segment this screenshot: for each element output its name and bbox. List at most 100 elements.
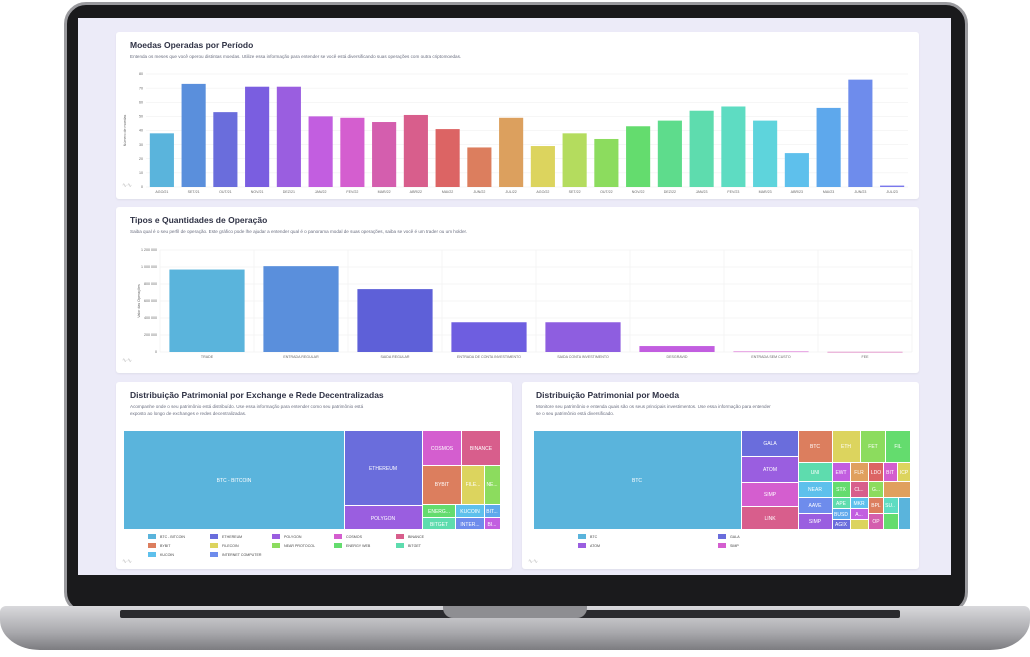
legend-item[interactable]: ATOM <box>578 543 718 548</box>
tm-misc2 <box>851 520 868 529</box>
bar[interactable] <box>639 346 715 352</box>
legend-item[interactable]: BTC <box>578 534 718 539</box>
bar[interactable] <box>340 117 365 187</box>
coins-bar-chart[interactable]: 0 10 20 30 40 50 60 70 80 AGO/21 SET/21 OUT/21 NOV/2… <box>116 32 919 199</box>
x-tick-label: ENTRADA REGULAR <box>283 355 319 359</box>
y-tick-label: 50 <box>139 115 143 119</box>
tm-energy <box>423 505 455 517</box>
tm-label-ape: APE <box>836 501 847 507</box>
legend-swatch <box>718 543 726 548</box>
bar[interactable] <box>372 122 397 187</box>
bar[interactable] <box>308 116 333 187</box>
tm-link <box>742 507 798 529</box>
bar[interactable] <box>626 126 651 187</box>
tm-label-bybit: BYBIT <box>435 482 449 488</box>
bar[interactable] <box>530 146 555 187</box>
x-tick-label: MAR/23 <box>759 190 772 194</box>
bar[interactable] <box>181 83 206 187</box>
legend-label: ATOM <box>590 543 601 548</box>
bar[interactable] <box>594 138 619 187</box>
legend-item[interactable]: SIMP <box>718 543 858 548</box>
bar[interactable] <box>689 110 714 187</box>
tm-label-ewt: EWT <box>835 470 846 476</box>
tm-label-btc: BTC - BITCOIN <box>217 478 252 484</box>
panel-title: Moedas Operadas por Período <box>130 40 254 50</box>
bar[interactable] <box>721 106 746 187</box>
operations-bar-chart[interactable]: 0 200 000 400 000 600 000 800 000 1 000 000 1 … <box>116 207 919 373</box>
x-tick-label: AGO/21 <box>155 190 168 194</box>
bar[interactable] <box>169 269 245 352</box>
tm-kucoin <box>456 505 484 517</box>
tm-btc <box>124 431 344 529</box>
bar[interactable] <box>816 107 841 187</box>
bar[interactable] <box>245 86 270 187</box>
bar[interactable] <box>753 120 778 187</box>
legend-item[interactable]: INTERNET COMPUTER <box>210 552 272 557</box>
exchange-treemap[interactable]: BTC - BITCOIN ETHEREUM POLYGON COSMOS BI… <box>124 431 502 531</box>
bar[interactable] <box>451 322 527 352</box>
panel-subtitle: Entenda os meses que você operou distint… <box>130 54 462 59</box>
tm-ape <box>833 498 850 508</box>
legend-item[interactable]: FILECOIN <box>210 543 272 548</box>
bar[interactable] <box>545 322 621 352</box>
x-tick-label: DESGRAVID <box>667 355 688 359</box>
bar[interactable] <box>149 133 174 187</box>
legend-item[interactable]: GALA <box>718 534 858 539</box>
y-tick-label: 800 000 <box>144 282 157 286</box>
legend-item[interactable]: NEAR PROTOCOL <box>272 543 334 548</box>
bar[interactable] <box>435 129 460 187</box>
bar[interactable] <box>733 351 809 353</box>
legend-item[interactable]: POLYGON <box>272 534 334 539</box>
bar[interactable] <box>657 120 682 187</box>
legend-item[interactable]: BINANCE <box>396 534 458 539</box>
tm-label-internet: INTER... <box>460 522 479 528</box>
x-tick-label: MAI/23 <box>823 190 834 194</box>
bar[interactable] <box>213 112 238 187</box>
legend-label: BYBIT <box>160 543 171 548</box>
tm-bybit <box>423 466 461 504</box>
legend-item[interactable]: BITGET <box>396 543 458 548</box>
chart-logo-icon: ∿∿ <box>122 559 133 565</box>
panel-title: Distribuição Patrimonial por Moeda <box>536 390 680 400</box>
y-tick-label: 80 <box>139 72 143 76</box>
tm-icp <box>898 463 910 481</box>
tm-ethereum <box>345 431 422 505</box>
coin-treemap[interactable]: BTC GALA ATOM SIMP LINK BTC ETH FET FIL … <box>534 431 912 531</box>
tm-misc4 <box>899 498 910 529</box>
y-tick-label: 1 000 000 <box>141 265 157 269</box>
legend-swatch <box>578 534 586 539</box>
bar[interactable] <box>562 133 587 187</box>
legend-item[interactable]: COSMOS <box>334 534 396 539</box>
bar[interactable] <box>276 86 301 187</box>
tm-label-aave: AAVE <box>809 503 823 509</box>
tm-label-cosmos: COSMOS <box>431 446 454 452</box>
chart-logo-icon: ∿∿ <box>122 183 133 189</box>
tm-label-icp: ICP <box>900 470 909 476</box>
bar[interactable] <box>827 351 903 353</box>
legend-item[interactable]: BYBIT <box>148 543 210 548</box>
x-tick-label: ENTRADA SEM CUSTO <box>751 355 790 359</box>
bar[interactable] <box>499 117 524 187</box>
bar[interactable] <box>784 153 809 187</box>
bar[interactable] <box>263 266 339 352</box>
x-tick-label: SET/21 <box>188 190 200 194</box>
bar[interactable] <box>880 185 905 187</box>
tm-eth <box>833 431 860 462</box>
tm-aave <box>799 498 832 513</box>
coin-legend: BTC GALA ATOM SIMP <box>578 534 878 548</box>
tm-polygon <box>345 506 422 529</box>
legend-label: SIMP <box>730 543 739 548</box>
bar[interactable] <box>403 114 428 187</box>
bar[interactable] <box>848 79 873 187</box>
exchange-legend: BTC - BITCOIN ETHEREUM POLYGON COSMOS BINANC… <box>148 534 498 557</box>
legend-item[interactable]: ENERGY WEB <box>334 543 396 548</box>
legend-swatch <box>396 534 404 539</box>
bar[interactable] <box>467 147 492 187</box>
legend-item[interactable]: BTC - BITCOIN <box>148 534 210 539</box>
legend-item[interactable]: ETHEREUM <box>210 534 272 539</box>
bar[interactable] <box>357 289 433 352</box>
tm-simp <box>742 483 798 506</box>
x-tick-label: DEZ/21 <box>283 190 295 194</box>
legend-item[interactable]: KUCOIN <box>148 552 210 557</box>
laptop-notch <box>443 606 587 618</box>
